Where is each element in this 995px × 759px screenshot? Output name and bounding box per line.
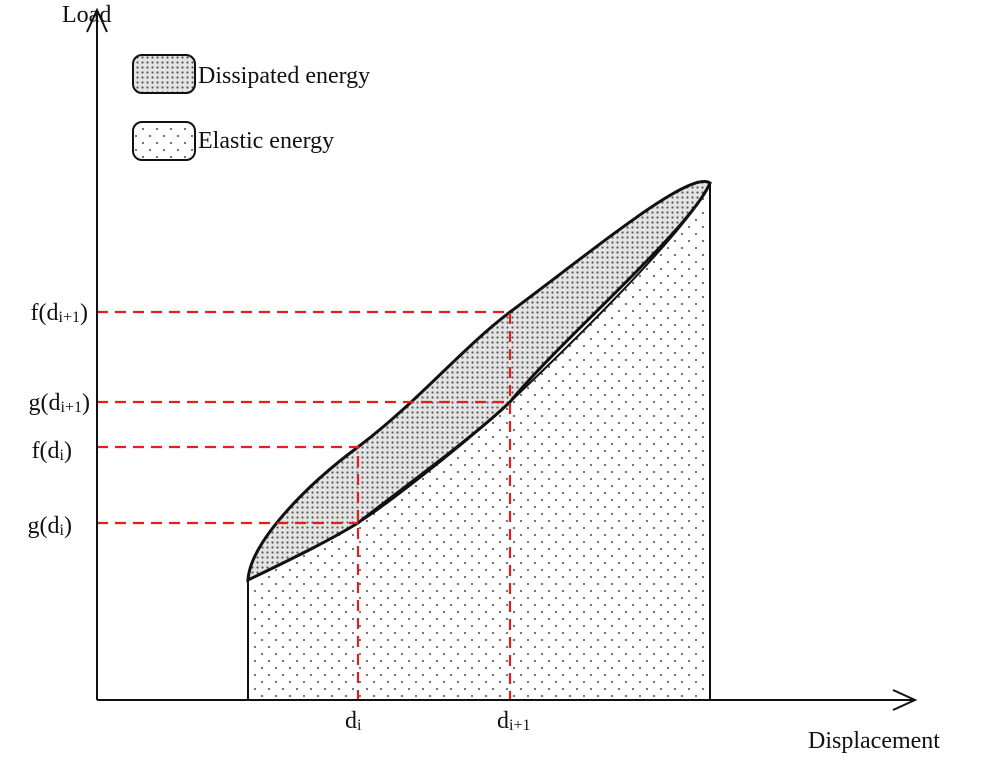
x-marker: di — [345, 708, 362, 734]
y-marker: f(di+1) — [31, 300, 88, 326]
marker-text: ) — [80, 300, 88, 326]
marker-text: f(d — [32, 438, 60, 464]
y-arrow — [86, 7, 108, 33]
legend-swatch — [132, 54, 196, 94]
x-axis-label: Displacement — [808, 728, 940, 754]
y-marker: f(di) — [32, 438, 72, 464]
marker-text: ) — [64, 438, 72, 464]
marker-subscript: i — [60, 522, 65, 539]
marker-subscript: i — [60, 447, 65, 464]
guide-line — [97, 445, 360, 700]
y-marker: g(di+1) — [29, 390, 90, 416]
legend-swatch — [132, 121, 196, 161]
marker-subscript: i — [357, 717, 362, 734]
marker-text: d — [497, 708, 509, 734]
marker-subscript: i+1 — [61, 399, 82, 416]
marker-text: g(d — [29, 390, 61, 416]
legend-label: Elastic energy — [198, 128, 334, 154]
marker-text: g(d — [28, 513, 60, 539]
marker-subscript: i+1 — [59, 309, 80, 326]
x-arrow — [892, 689, 918, 711]
marker-subscript: i+1 — [509, 717, 530, 734]
marker-text: f(d — [31, 300, 59, 326]
y-marker: g(di) — [28, 513, 72, 539]
marker-text: d — [345, 708, 357, 734]
guide-line — [97, 310, 512, 700]
legend-label: Dissipated energy — [198, 63, 370, 89]
marker-text: ) — [64, 513, 72, 539]
x-marker: di+1 — [497, 708, 530, 734]
y-axis-label: Load — [62, 2, 111, 28]
marker-text: ) — [82, 390, 90, 416]
